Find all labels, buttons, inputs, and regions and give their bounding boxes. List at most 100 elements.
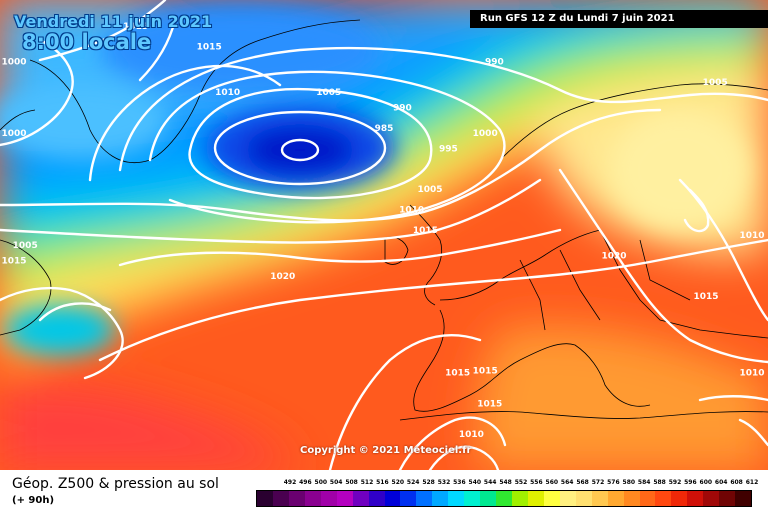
copyright-notice: Copyright © 2021 Meteociel.fr (300, 445, 472, 456)
coastlines (0, 19, 768, 421)
iberia-coast (413, 309, 521, 412)
scale-label: 516 (376, 479, 389, 486)
country-borders-east (599, 229, 768, 339)
baffin-coast (0, 109, 36, 131)
scale-swatch (480, 491, 497, 506)
scale-label: 612 (745, 479, 759, 486)
scale-label: 580 (622, 479, 636, 486)
scale-swatch (607, 491, 624, 506)
scale-label: 536 (453, 479, 466, 486)
scale-label: 532 (437, 479, 451, 486)
scale-swatch (671, 491, 688, 506)
isobar-label: 1010 (459, 430, 484, 440)
isobar-label: 1020 (270, 272, 295, 282)
scale-swatch (352, 491, 369, 506)
isobar-label: 995 (439, 144, 458, 154)
scale-swatch (591, 491, 608, 506)
scale-swatch (559, 491, 576, 506)
scale-label: 544 (483, 479, 497, 486)
scale-label: 572 (591, 479, 605, 486)
isobar-label: 1010 (399, 206, 424, 216)
scale-swatch (368, 491, 385, 506)
forecast-local-time: 8:00 locale (22, 30, 152, 54)
scale-swatch (655, 491, 672, 506)
scale-label: 576 (607, 479, 620, 486)
scale-swatch (639, 491, 656, 506)
scale-swatch (496, 491, 512, 506)
scale-swatch (448, 491, 465, 506)
isobar-1015-main (118, 228, 562, 267)
isobar-label: 1015 (473, 367, 498, 377)
isobar-1000-west (0, 38, 74, 147)
isobar-1010-southeast (698, 395, 768, 402)
isobar-label: 1015 (477, 399, 502, 409)
scale-swatch (320, 491, 337, 506)
weather-map: 1015 1015 1000 1010 1005 990 990 985 995 1000 1000… (0, 0, 768, 470)
isobar-995 (188, 87, 433, 200)
isobar-label: 1015 (197, 42, 222, 52)
forecast-date: Vendredi 11 juin 2021 (14, 12, 213, 31)
scale-label: 584 (637, 479, 651, 486)
scale-label: 588 (653, 479, 666, 486)
isobar-label: 1000 (473, 129, 498, 139)
isobar-label: 1010 (739, 369, 764, 379)
europe-north-coast (439, 229, 601, 301)
scale-label: 592 (668, 479, 682, 486)
scale-label: 540 (468, 479, 482, 486)
isobar-1015-iberia (328, 334, 482, 470)
scale-swatch (400, 491, 417, 506)
isobar-990 (213, 110, 387, 186)
isobar-1015-north (38, 0, 167, 62)
scale-swatch (735, 491, 752, 506)
scale-swatch (304, 491, 321, 506)
scale-label: 524 (406, 479, 420, 486)
isobar-label: 1005 (13, 241, 38, 251)
scale-swatch (512, 491, 528, 506)
isobar-label: 1000 (1, 58, 26, 68)
scale-label: 492 (283, 479, 297, 486)
isobar-1010-inner (88, 64, 282, 182)
model-run-info: Run GFS 12 Z du Lundi 7 juin 2021 (470, 10, 768, 28)
scale-label: 596 (684, 479, 697, 486)
isobar-1020 (98, 238, 768, 362)
labrador-coast (0, 239, 52, 336)
scale-label: 508 (345, 479, 358, 486)
isobars (0, 0, 768, 470)
isobar-label: 1015 (693, 292, 718, 302)
scale-swatch (719, 491, 736, 506)
isobar-label: 1010 (215, 88, 240, 98)
isobar-985 (280, 138, 320, 162)
scale-swatch (432, 491, 449, 506)
isobar-label: 1015 (1, 257, 26, 267)
map-title: Géop. Z500 & pression au sol (12, 476, 219, 492)
isobar-1015-southeast (738, 418, 768, 447)
scale-swatch (575, 491, 592, 506)
isobar-label: 1015 (445, 369, 470, 379)
isobar-label: 1020 (601, 251, 626, 261)
scale-label: 564 (560, 479, 574, 486)
scale-swatch (687, 491, 704, 506)
isobar-1015-east (558, 168, 768, 364)
isobar-1010-main (0, 178, 542, 244)
scale-label: 528 (422, 479, 435, 486)
scale-label: 504 (329, 479, 343, 486)
isobar-label: 1005 (316, 88, 341, 98)
scale-swatch (416, 491, 433, 506)
scale-swatch (288, 491, 305, 506)
scale-swatch (384, 491, 401, 506)
scale-label: 600 (699, 479, 713, 486)
scale-label: 608 (730, 479, 743, 486)
isobar-1010-africa (428, 445, 500, 470)
scale-swatch (336, 491, 353, 506)
scale-swatch (543, 491, 560, 506)
scale-label: 556 (530, 479, 543, 486)
isobar-label: 990 (485, 58, 504, 68)
scale-swatch (464, 491, 481, 506)
scale-label: 548 (499, 479, 512, 486)
scale-label: 560 (545, 479, 559, 486)
isobar-label: 985 (375, 124, 394, 134)
isobar-loop-east (683, 188, 710, 233)
isobar-1005-main (0, 108, 662, 222)
color-scale-labels: 492 496 500 504 508 512 516 520 524 528 532 536 540 5… (283, 479, 759, 489)
isobar-label: 1005 (417, 185, 442, 195)
